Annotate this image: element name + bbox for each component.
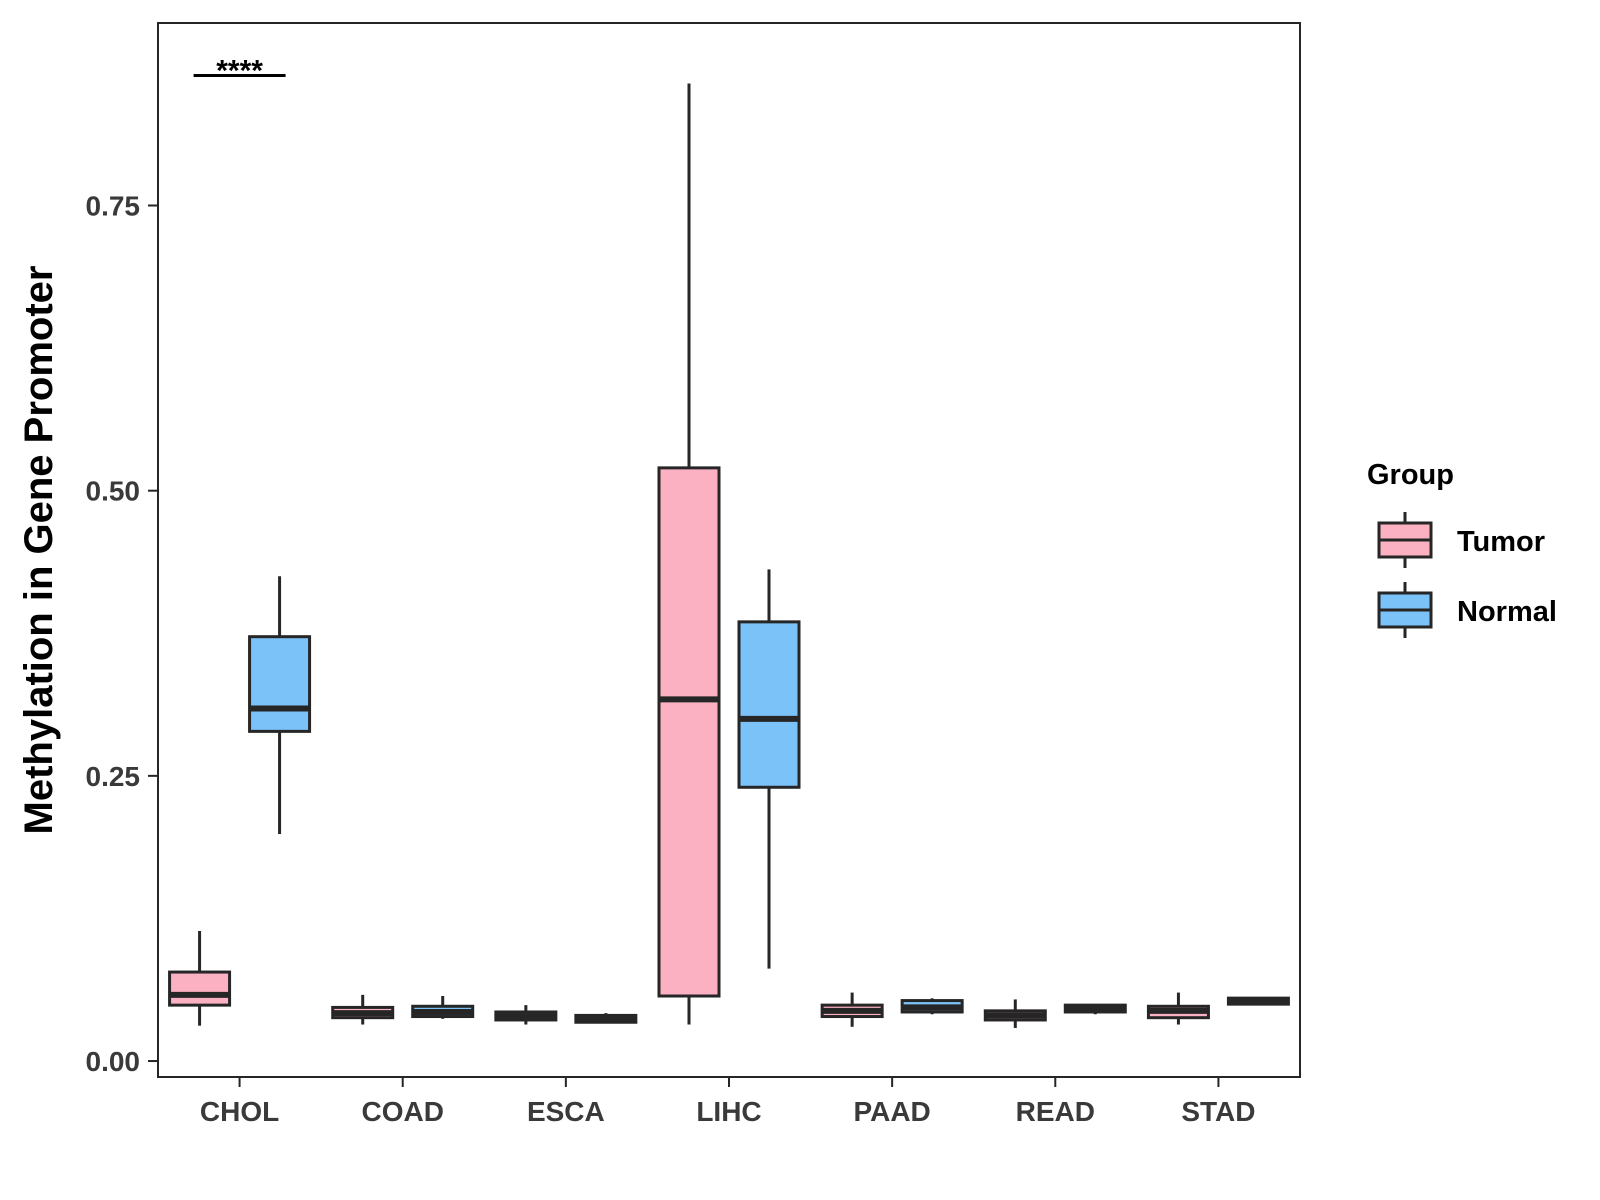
- significance-label: ****: [216, 54, 263, 87]
- y-tick-label: 0.50: [86, 476, 141, 507]
- box-normal-paad: [900, 998, 964, 1015]
- x-axis: CHOL COAD ESCA LIHC PAAD READ STAD: [200, 1077, 1256, 1127]
- box-tumor-lihc: [657, 83, 721, 1025]
- legend: Group Tumor Normal: [1367, 459, 1557, 638]
- x-tick-label: CHOL: [200, 1096, 279, 1127]
- x-tick-label: ESCA: [527, 1096, 605, 1127]
- legend-title: Group: [1367, 459, 1454, 491]
- legend-label: Tumor: [1457, 526, 1545, 558]
- y-axis-label: Methylation in Gene Promoter: [17, 266, 61, 835]
- legend-item-normal: Normal: [1377, 582, 1557, 638]
- significance-annotations: ****: [193, 54, 286, 87]
- box-tumor-esca: [494, 1005, 558, 1025]
- box-tumor-coad: [331, 994, 395, 1025]
- box-layer: [168, 83, 1290, 1028]
- legend-item-tumor: Tumor: [1377, 512, 1545, 568]
- legend-entries: Tumor Normal: [1377, 512, 1557, 638]
- box-normal-lihc: [737, 569, 801, 969]
- x-tick-label: PAAD: [854, 1096, 931, 1127]
- y-tick-label: 0.00: [86, 1046, 141, 1077]
- x-tick-label: LIHC: [696, 1096, 761, 1127]
- box-body: [248, 635, 312, 733]
- y-tick-label: 0.25: [86, 761, 141, 792]
- box-normal-chol: [248, 576, 312, 835]
- box-normal-stad: [1226, 996, 1290, 1006]
- box-normal-coad: [411, 996, 475, 1019]
- box-normal-read: [1063, 1003, 1127, 1015]
- box-tumor-stad: [1146, 992, 1210, 1025]
- box-tumor-paad: [820, 992, 884, 1027]
- x-tick-label: STAD: [1181, 1096, 1255, 1127]
- plot-panel: [157, 22, 1301, 1078]
- x-tick-label: COAD: [361, 1096, 443, 1127]
- x-tick-label: READ: [1016, 1096, 1095, 1127]
- y-tick-label: 0.75: [86, 191, 141, 222]
- box-body: [737, 620, 801, 789]
- y-axis: 0.00 0.25 0.50 0.75: [86, 191, 158, 1077]
- legend-label: Normal: [1457, 596, 1557, 628]
- box-body: [168, 970, 232, 1007]
- box-tumor-chol: [168, 930, 232, 1026]
- box-tumor-read: [983, 999, 1047, 1028]
- box-normal-esca: [574, 1013, 638, 1024]
- box-body: [657, 466, 721, 998]
